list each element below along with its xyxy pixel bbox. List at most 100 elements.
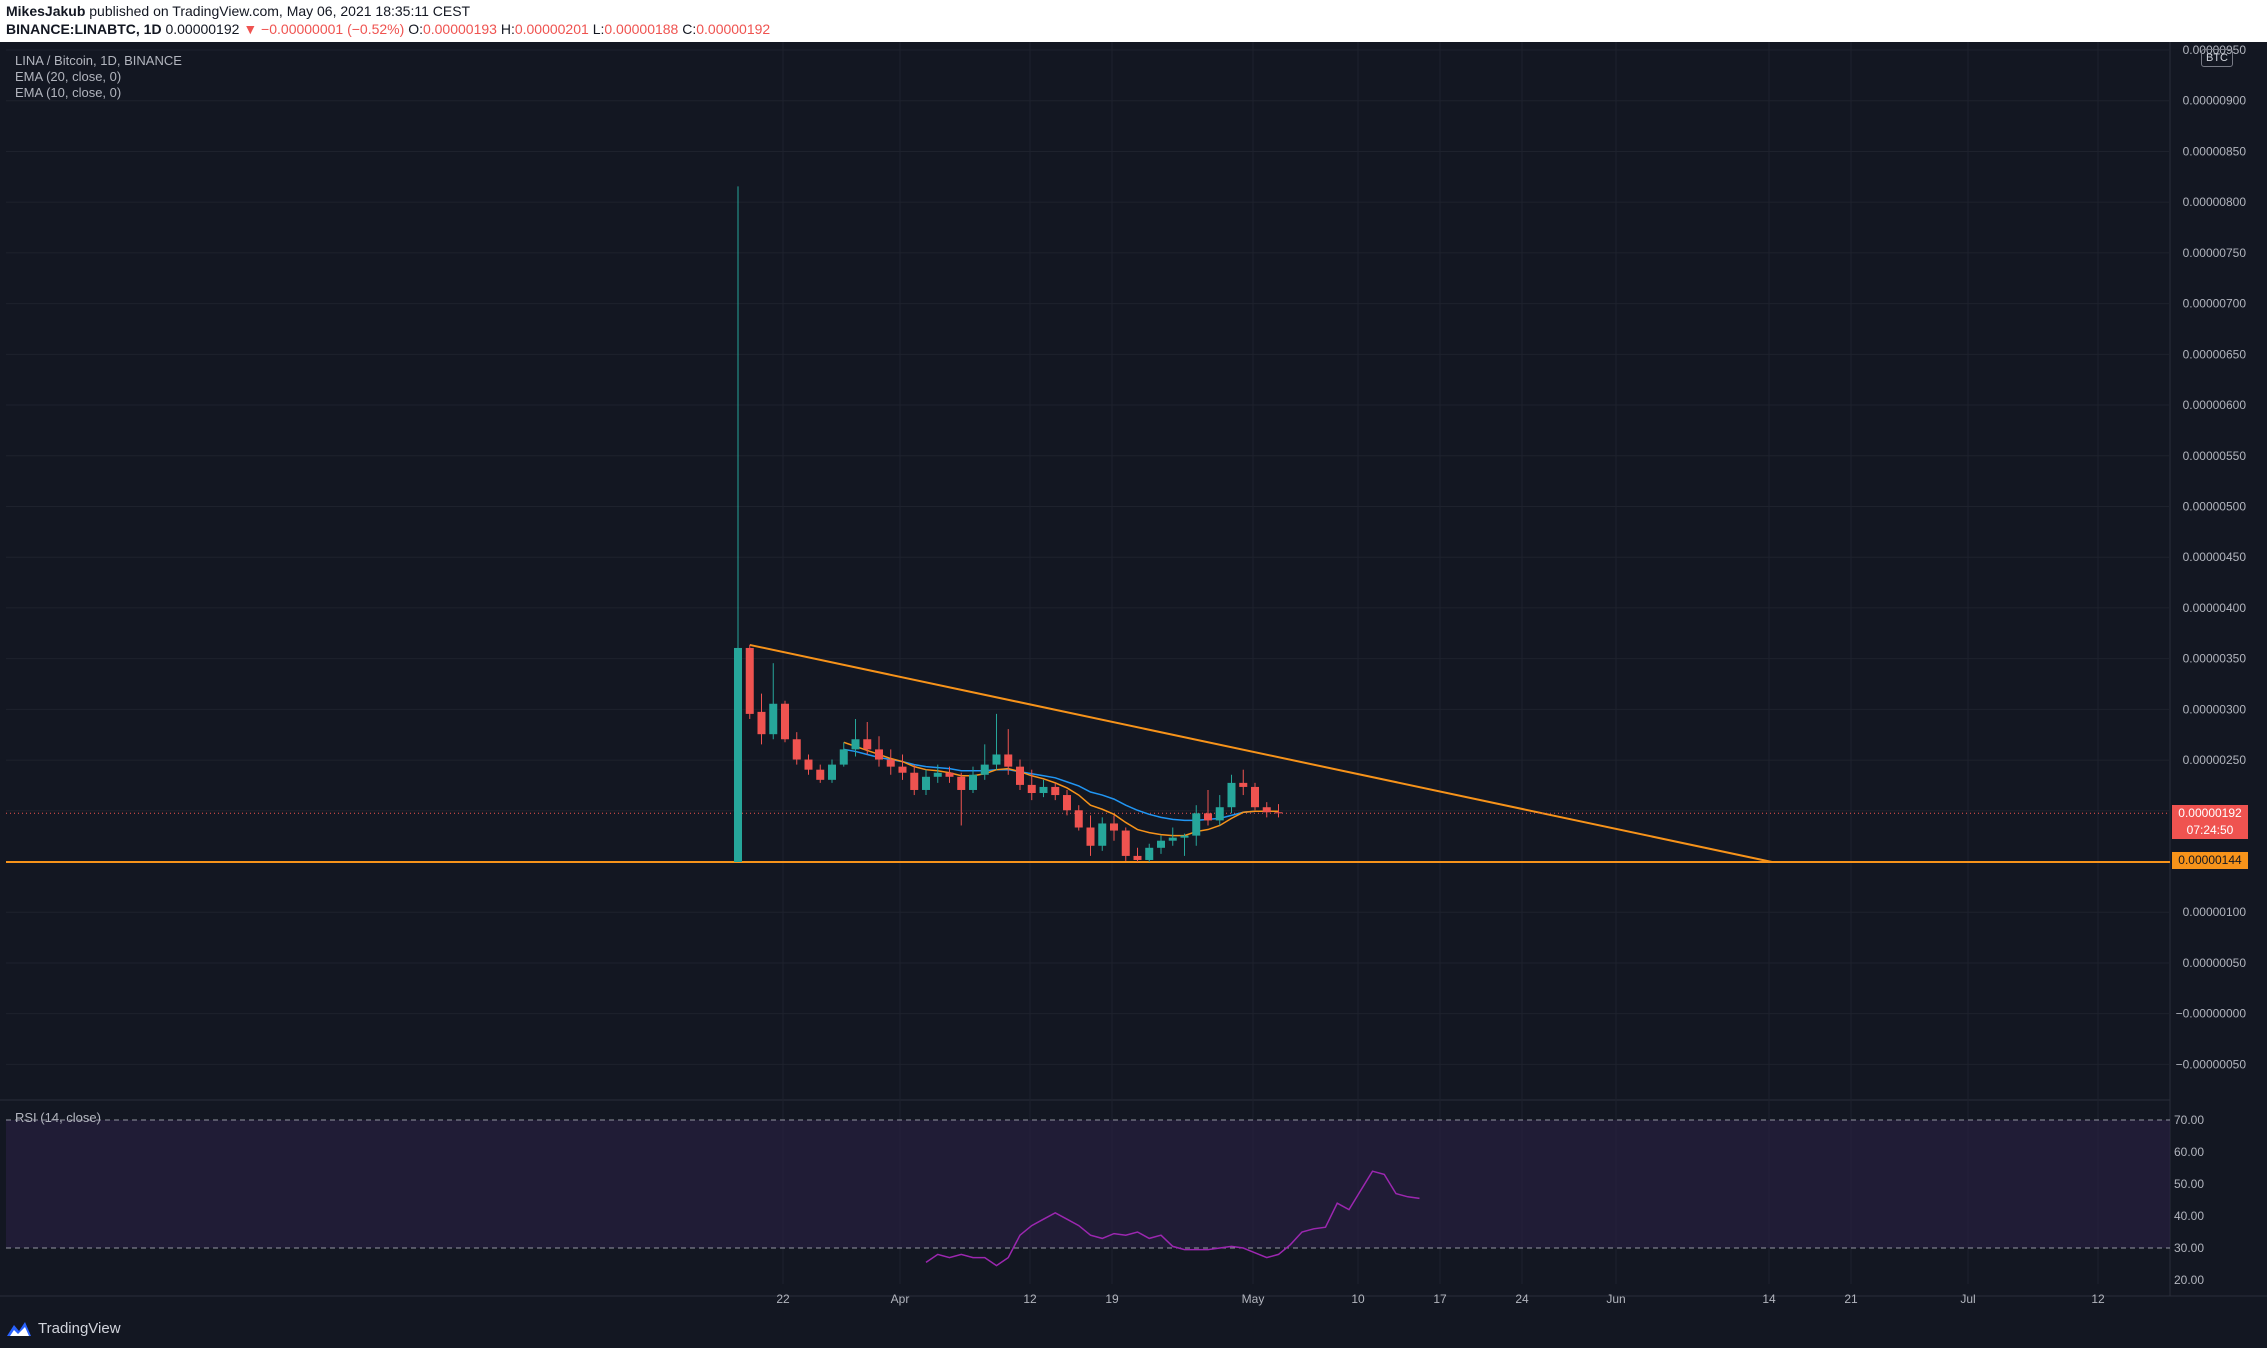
- candle[interactable]: [886, 749, 895, 775]
- currency-tag[interactable]: BTC: [2201, 49, 2233, 67]
- candle[interactable]: [1274, 804, 1283, 818]
- brand-label: TradingView: [38, 1320, 121, 1337]
- price-tick-label: −0.00000050: [2176, 1057, 2247, 1071]
- candle[interactable]: [922, 769, 930, 796]
- candle-body: [839, 749, 848, 765]
- candle[interactable]: [816, 764, 825, 783]
- candle[interactable]: [1039, 779, 1048, 798]
- candle[interactable]: [1192, 805, 1201, 846]
- candle[interactable]: [910, 764, 919, 796]
- candle-body: [1039, 786, 1048, 794]
- candle[interactable]: [933, 764, 942, 783]
- candle[interactable]: [839, 742, 848, 767]
- candle-body: [816, 769, 825, 780]
- candle[interactable]: [992, 713, 1001, 770]
- candle[interactable]: [1157, 835, 1165, 854]
- price-pane[interactable]: [6, 186, 2170, 863]
- descending-trendline[interactable]: [749, 643, 1773, 863]
- candle[interactable]: [980, 744, 989, 780]
- candle-body: [851, 739, 860, 750]
- candle-body: [1145, 847, 1154, 860]
- ema20-legend[interactable]: EMA (20, close, 0): [15, 69, 122, 84]
- candle[interactable]: [851, 718, 860, 757]
- candle[interactable]: [745, 644, 754, 719]
- rsi-band: [6, 1120, 2170, 1248]
- series-title[interactable]: LINA / Bitcoin, 1D, BINANCE: [15, 53, 182, 68]
- candle-body: [734, 647, 742, 862]
- candle[interactable]: [1016, 759, 1024, 790]
- candle[interactable]: [1239, 769, 1248, 796]
- open-value: 0.00000193: [422, 21, 497, 37]
- ema10-legend[interactable]: EMA (10, close, 0): [15, 85, 122, 100]
- candle[interactable]: [1074, 805, 1083, 831]
- tradingview-brand[interactable]: TradingView: [6, 1320, 121, 1337]
- close-value: 0.00000192: [696, 21, 771, 37]
- candle-body: [1157, 840, 1165, 848]
- candle-body: [1204, 813, 1212, 821]
- support-price-tag: 0.00000144: [2172, 852, 2248, 869]
- time-tick-label: 12: [2091, 1292, 2105, 1306]
- candle-body: [969, 774, 977, 790]
- candle[interactable]: [792, 732, 801, 765]
- candle-body: [1063, 795, 1071, 811]
- candle[interactable]: [1051, 782, 1060, 801]
- candle-body: [1051, 786, 1060, 796]
- candle[interactable]: [734, 186, 742, 862]
- candle[interactable]: [1251, 782, 1259, 811]
- ema10-line: [843, 741, 1279, 837]
- candle[interactable]: [1063, 789, 1071, 816]
- candle[interactable]: [1168, 827, 1177, 846]
- candle[interactable]: [1027, 769, 1036, 801]
- rsi-pane[interactable]: [6, 1119, 2170, 1267]
- candle[interactable]: [898, 754, 907, 780]
- candle[interactable]: [1262, 802, 1271, 818]
- candle-body: [945, 772, 954, 777]
- candle-body: [1016, 766, 1024, 785]
- rsi-tick-label: 50.00: [2174, 1177, 2204, 1191]
- candle[interactable]: [1204, 789, 1212, 826]
- close-label: C:: [682, 21, 697, 37]
- candle[interactable]: [828, 759, 836, 783]
- candle[interactable]: [875, 736, 883, 767]
- price-tick-label: 0.00000650: [2183, 347, 2247, 361]
- candle-body: [1098, 823, 1107, 846]
- candle[interactable]: [1133, 847, 1142, 862]
- candle[interactable]: [1215, 795, 1224, 826]
- candle-body: [1027, 784, 1036, 794]
- candle[interactable]: [945, 766, 954, 783]
- candle[interactable]: [1180, 833, 1189, 856]
- price-tick-label: 0.00000250: [2183, 753, 2247, 767]
- header-bar: MikesJakub published on TradingView.com,…: [0, 0, 2267, 42]
- candle-body: [769, 703, 778, 735]
- author-name[interactable]: MikesJakub: [6, 3, 86, 19]
- candle[interactable]: [969, 766, 977, 794]
- rsi-legend[interactable]: RSI (14, close): [15, 1110, 101, 1125]
- candle[interactable]: [863, 722, 872, 755]
- candle[interactable]: [781, 700, 789, 743]
- candle-body: [1215, 807, 1224, 821]
- low-value: 0.00000188: [604, 21, 679, 37]
- price-tick-label: 0.00000700: [2183, 297, 2247, 311]
- candle-body: [910, 772, 919, 790]
- candle[interactable]: [1098, 817, 1107, 851]
- candle[interactable]: [1227, 774, 1236, 814]
- candle[interactable]: [1086, 815, 1095, 856]
- candle[interactable]: [1004, 729, 1013, 775]
- candle[interactable]: [757, 693, 766, 745]
- price-tick-label: 0.00000300: [2183, 702, 2247, 716]
- candle[interactable]: [1145, 843, 1154, 862]
- time-tick-label: Jul: [1960, 1292, 1975, 1306]
- candle-body: [1121, 830, 1130, 856]
- price-tick-label: 0.00000950: [2183, 43, 2247, 57]
- candle[interactable]: [957, 772, 966, 826]
- candle-body: [1074, 810, 1083, 828]
- chart-canvas[interactable]: 0.00000950 0.00000900 0.00000850 0.00000800…: [0, 0, 2267, 1310]
- candle[interactable]: [769, 663, 778, 740]
- candle-body: [922, 776, 930, 790]
- candle[interactable]: [804, 754, 813, 775]
- rsi-tick-label: 70.00: [2174, 1113, 2204, 1127]
- candle[interactable]: [1121, 827, 1130, 861]
- candle-body: [828, 764, 836, 780]
- candle[interactable]: [1110, 815, 1118, 841]
- candle-body: [886, 759, 895, 767]
